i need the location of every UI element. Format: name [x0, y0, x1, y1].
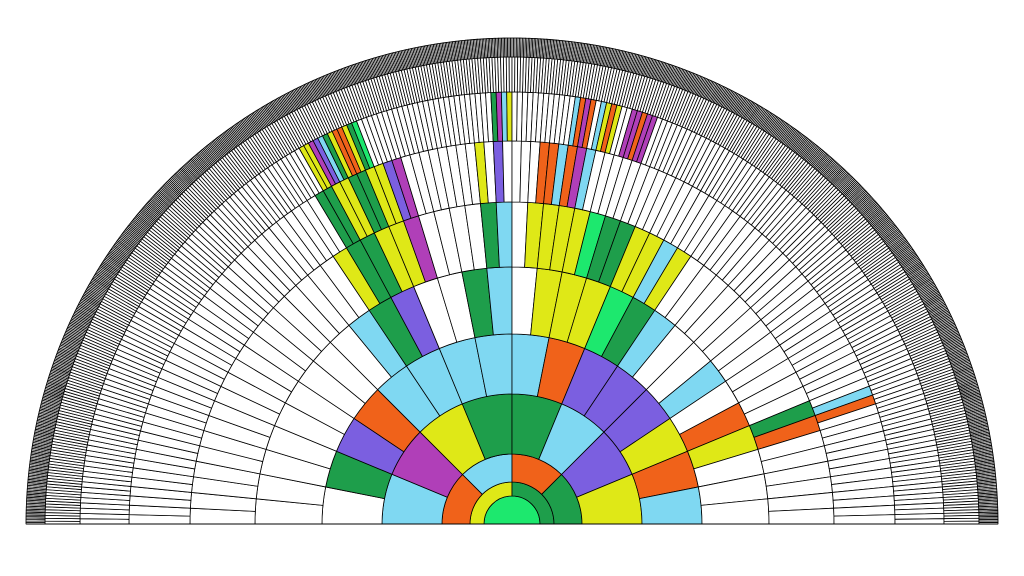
ring-generation-3 — [381, 393, 643, 525]
ring-generation-10 — [25, 37, 999, 525]
fan-segment — [506, 91, 513, 142]
ring-generation-4 — [321, 333, 703, 525]
fan-segment — [508, 56, 513, 93]
ring-generation-5 — [254, 266, 770, 525]
fan-segment — [894, 518, 945, 525]
fan-segment — [495, 201, 513, 268]
fan-segment — [833, 514, 896, 525]
fan-segment — [502, 140, 513, 203]
ring-generation-9 — [44, 56, 980, 525]
ring-generation-8 — [79, 91, 945, 525]
fan-segment — [768, 507, 835, 525]
